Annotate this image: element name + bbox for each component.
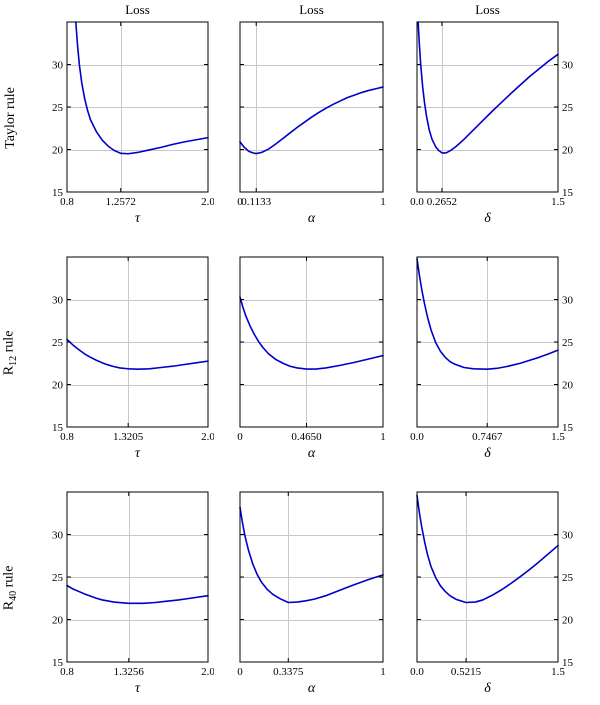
loss-curve <box>239 296 384 370</box>
y-tick-label: 25 <box>52 572 64 584</box>
x-tick-label: 0 <box>237 196 243 208</box>
y-tick-label: 15 <box>52 187 64 199</box>
y-tick-label: 30 <box>562 530 574 542</box>
y-tick-label: 30 <box>52 530 64 542</box>
row-label-text: R12 rule <box>1 330 20 375</box>
x-tick-label: 0.5215 <box>451 666 482 678</box>
row-label-text: R40 rule <box>1 565 20 610</box>
x-tick-label: 1.3256 <box>114 666 145 678</box>
x-axis-label: δ <box>484 681 491 696</box>
x-tick-label: 0.8 <box>60 196 74 208</box>
x-tick-label: 1.5 <box>551 196 565 208</box>
x-tick-label: 1.2572 <box>106 196 136 208</box>
y-tick-label: 20 <box>52 380 64 392</box>
loss-curve <box>239 86 384 155</box>
plot-title: Loss <box>125 2 150 17</box>
loss-plot-r12-delta: 0.0 0.7467 1.515 20 25 30 δ <box>410 256 574 461</box>
loss-curve <box>66 584 209 605</box>
loss-curve <box>416 257 559 370</box>
x-axis-label: δ <box>484 446 491 461</box>
loss-curve <box>66 338 209 370</box>
x-tick-label: 0.8 <box>60 666 74 678</box>
y-tick-label: 20 <box>52 145 64 157</box>
x-tick-label: 0 <box>237 431 243 443</box>
y-tick-label: 25 <box>52 337 64 349</box>
x-tick-label: 1.5 <box>551 431 565 443</box>
y-tick-label: 15 <box>52 657 64 669</box>
loss-curve <box>417 21 559 154</box>
y-tick-label: 20 <box>52 615 64 627</box>
x-tick-label: 0.3375 <box>273 666 304 678</box>
x-tick-label: 1.3205 <box>113 431 144 443</box>
y-tick-label: 30 <box>52 60 64 72</box>
x-tick-label: 1 <box>380 196 386 208</box>
loss-plot-r40-delta: 0.0 0.5215 1.515 20 25 30 δ <box>410 491 574 696</box>
plot-title: Loss <box>299 2 324 17</box>
row-label-r40: R40 rule <box>0 470 21 705</box>
loss-plot-r40-alpha: 0 0.3375 1 α <box>237 491 386 696</box>
y-tick-label: 30 <box>52 295 64 307</box>
loss-plot-r12-alpha: 0 0.4650 1 α <box>237 256 386 461</box>
loss-plot-taylor-tau: 0.8 1.2572 2.0 15 20 25 30 Loss τ <box>52 2 214 226</box>
y-tick-label: 20 <box>562 380 574 392</box>
chart-row-r12: R12 rule 0.8 1.3205 2.0 15 20 25 30 τ 0 0.4650 1 α 0.… <box>0 235 600 470</box>
loss-plot-taylor-delta: 0.0 0.2652 1.515 20 25 30 Loss δ <box>410 2 574 226</box>
y-tick-label: 20 <box>562 145 574 157</box>
y-tick-label: 15 <box>52 422 64 434</box>
x-axis-label: τ <box>135 681 141 696</box>
x-tick-label: 0 <box>237 666 243 678</box>
x-axis-label: α <box>308 446 316 461</box>
x-tick-label: 0.7467 <box>472 431 503 443</box>
y-tick-label: 25 <box>562 102 574 114</box>
row-label-r12: R12 rule <box>0 235 21 470</box>
y-tick-label: 30 <box>562 60 574 72</box>
x-tick-label: 0.8 <box>60 431 74 443</box>
x-axis-label: α <box>308 211 316 226</box>
y-tick-label: 15 <box>562 422 574 434</box>
row-label-text: Taylor rule <box>2 86 18 149</box>
x-tick-label: 0.2652 <box>427 196 457 208</box>
loss-plot-r12-tau: 0.8 1.3205 2.0 15 20 25 30 τ <box>52 256 214 461</box>
x-tick-label: 1 <box>380 666 386 678</box>
chart-row-r40: R40 rule 0.8 1.3256 2.0 15 20 25 30 τ 0 0.3375 1 α 0.… <box>0 470 600 705</box>
x-tick-label: 1.5 <box>551 666 565 678</box>
y-tick-label: 30 <box>562 295 574 307</box>
x-tick-label: 0.0 <box>410 666 424 678</box>
x-tick-label: 2.0 <box>201 666 214 678</box>
x-axis-label: δ <box>484 211 491 226</box>
x-tick-label: 0.0 <box>410 431 424 443</box>
y-tick-label: 25 <box>562 337 574 349</box>
y-tick-label: 20 <box>562 615 574 627</box>
x-tick-label: 0.4650 <box>291 431 322 443</box>
x-tick-label: 2.0 <box>201 431 214 443</box>
x-tick-label: 0.0 <box>410 196 424 208</box>
y-tick-label: 25 <box>52 102 64 114</box>
x-tick-label: 1 <box>380 431 386 443</box>
x-axis-label: τ <box>135 446 141 461</box>
x-tick-label: 2.0 <box>201 196 214 208</box>
loss-curve <box>239 506 384 604</box>
x-tick-label: 0.1133 <box>241 196 271 208</box>
y-tick-label: 25 <box>562 572 574 584</box>
loss-curve <box>75 21 209 155</box>
x-axis-label: α <box>308 681 316 696</box>
loss-plot-taylor-alpha: 00.1133 1 Loss α <box>237 2 386 226</box>
loss-curve <box>416 494 559 604</box>
x-axis-label: τ <box>135 211 141 226</box>
chart-row-taylor: Taylor rule 0.8 1.2572 2.0 15 20 25 30 Loss τ 0 0.1… <box>0 0 600 235</box>
y-tick-label: 15 <box>562 657 574 669</box>
loss-plot-r40-tau: 0.8 1.3256 2.0 15 20 25 30 τ <box>52 491 214 696</box>
row-label-taylor: Taylor rule <box>0 0 21 235</box>
y-tick-label: 15 <box>562 187 574 199</box>
plot-title: Loss <box>475 2 500 17</box>
